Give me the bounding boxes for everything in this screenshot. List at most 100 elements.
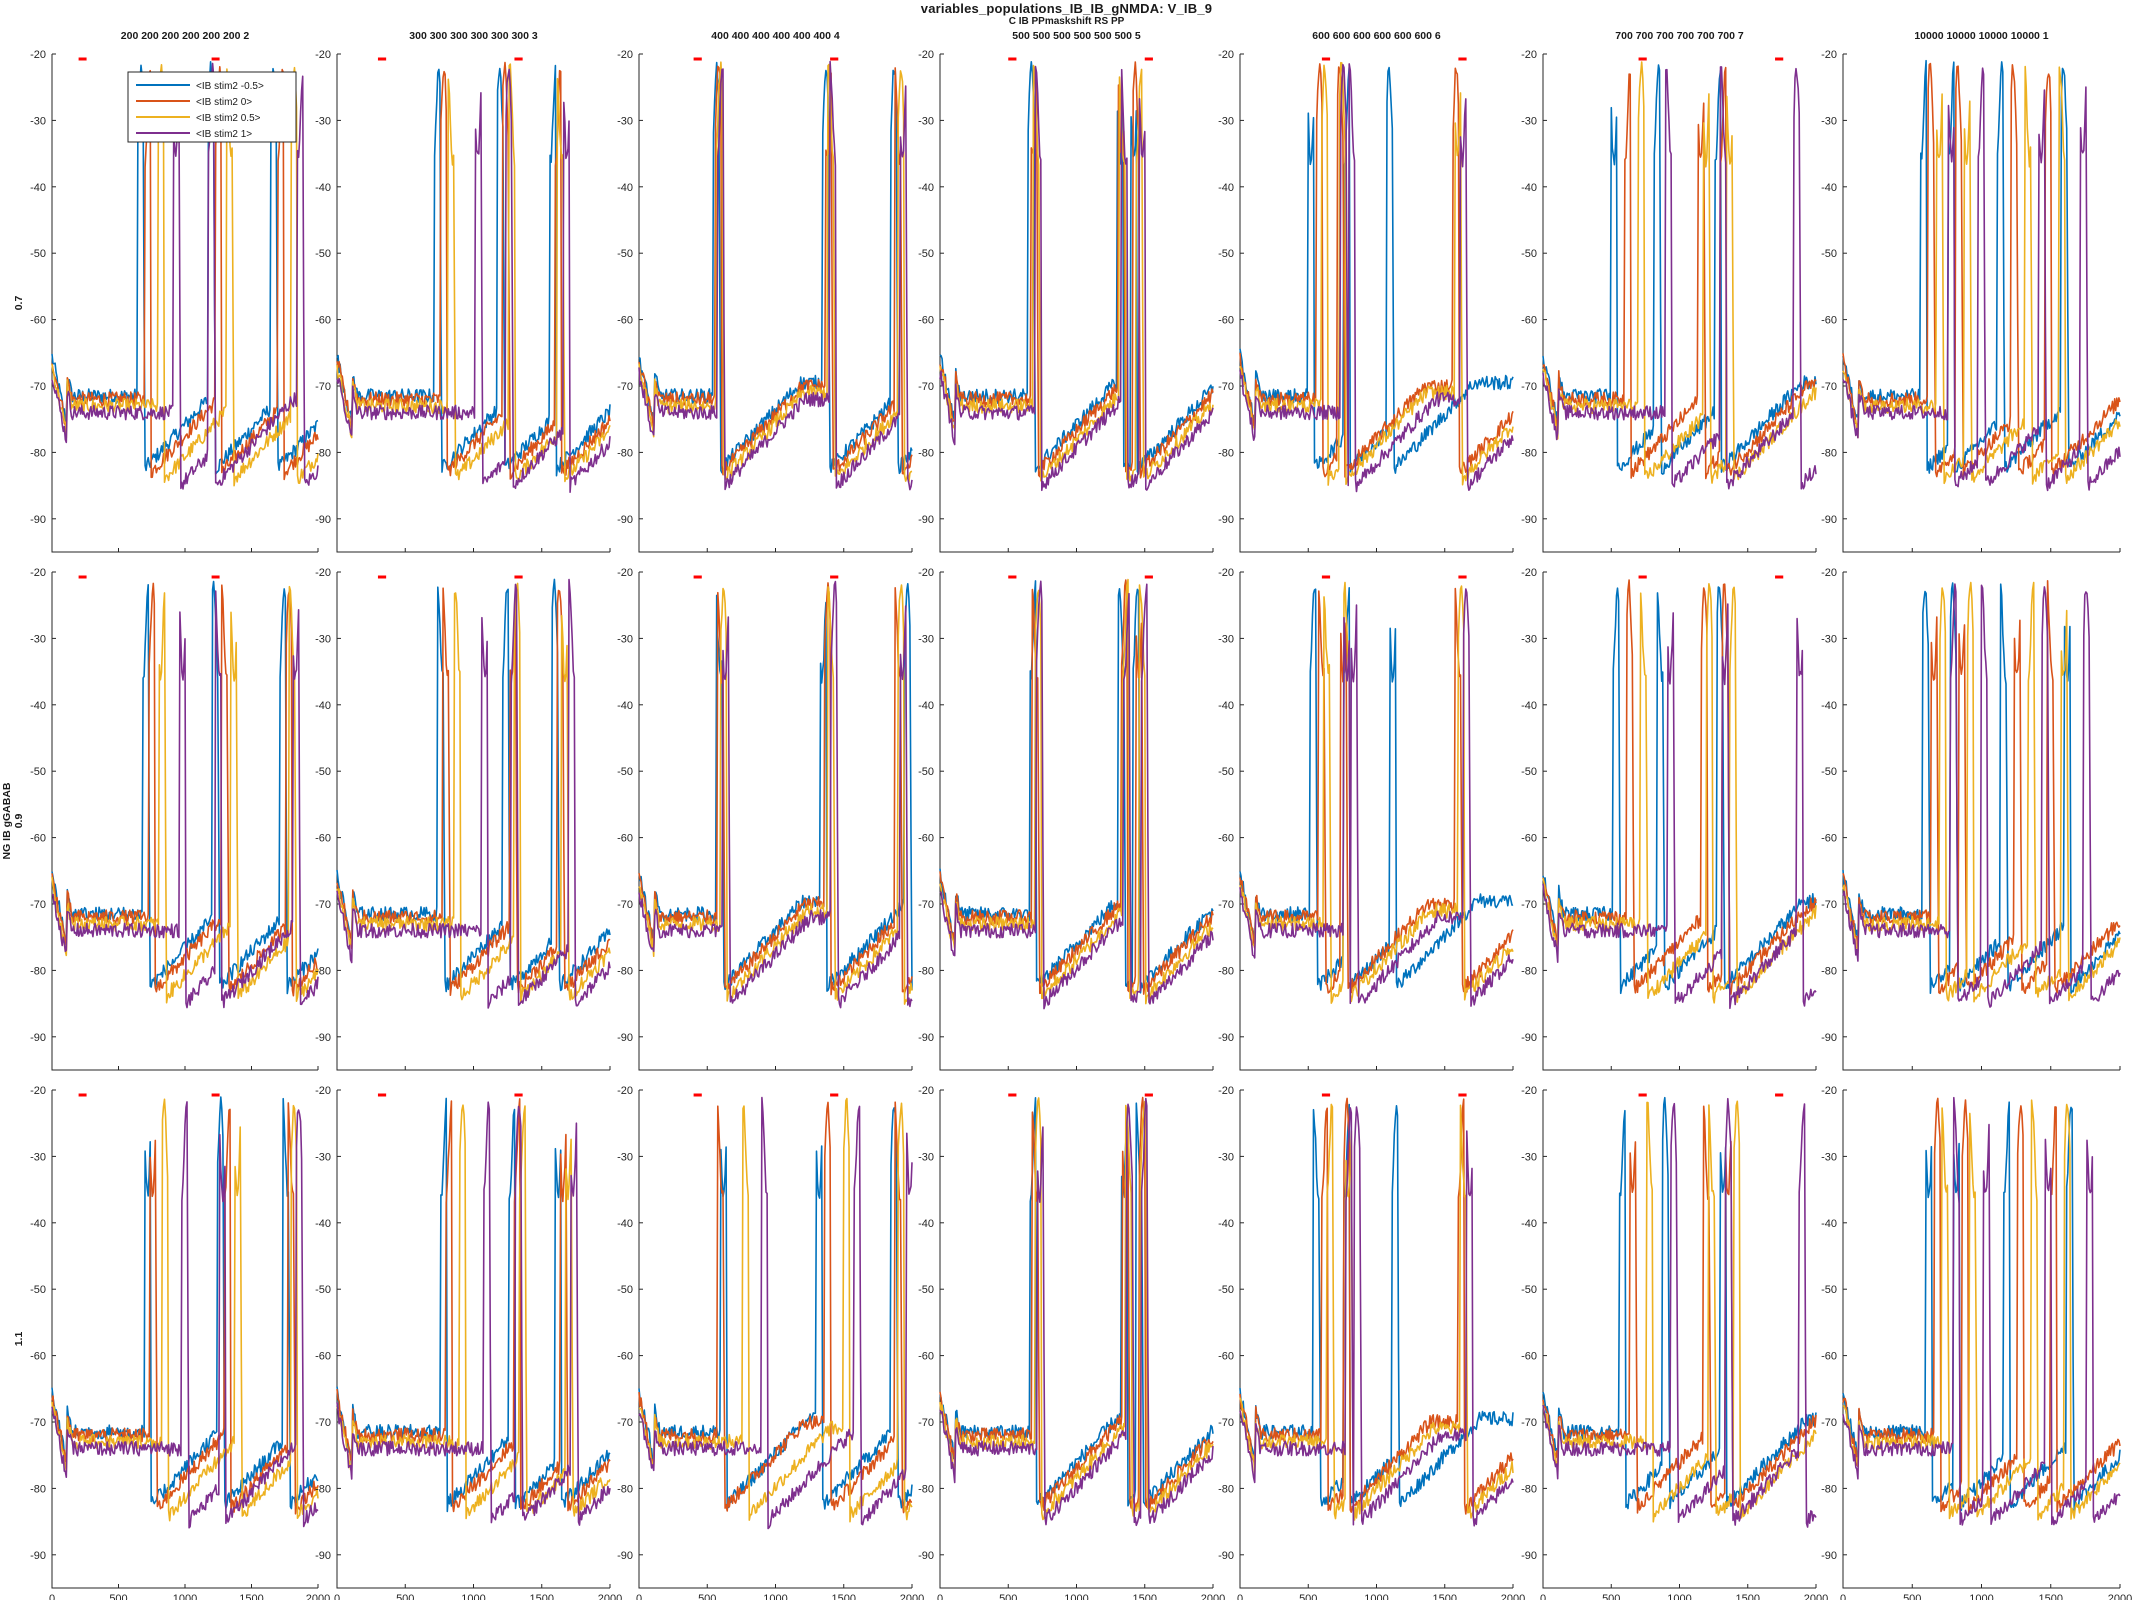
y-tick-label: -40 xyxy=(1821,182,1837,194)
x-tick-label: 1500 xyxy=(2039,1593,2063,1600)
x-tick-label: 1000 xyxy=(1364,1593,1388,1600)
y-tick-label: -90 xyxy=(30,514,46,526)
series-line xyxy=(336,1097,611,1513)
y-tick-label: -50 xyxy=(918,1284,934,1296)
row-label-line1: NG IB gGABAB xyxy=(1,782,13,859)
series-line xyxy=(1542,603,1817,1010)
y-tick-label: -70 xyxy=(617,899,633,911)
panel-r1-c5: -20 -30 -40 -50 -60 -70 -80 -90 600 600 600 600 … xyxy=(1218,30,1514,553)
row-label-line2: 1.1 xyxy=(13,1332,25,1347)
y-tick-label: -20 xyxy=(617,1085,633,1097)
x-tick-label: 1500 xyxy=(239,1593,263,1600)
series-line xyxy=(638,1107,913,1510)
series-line xyxy=(1842,1101,2121,1512)
x-tick-label: 1000 xyxy=(1064,1593,1088,1600)
y-tick-label: -70 xyxy=(617,381,633,393)
y-tick-label: -30 xyxy=(315,115,331,127)
y-tick-label: -50 xyxy=(617,766,633,778)
y-tick-label: -50 xyxy=(315,1284,331,1296)
x-tick-label: 1500 xyxy=(1433,1593,1457,1600)
series-line xyxy=(638,1096,913,1530)
series-line xyxy=(51,1101,319,1529)
y-tick-label: -40 xyxy=(617,700,633,712)
y-tick-label: -20 xyxy=(617,49,633,61)
x-tick-label: 0 xyxy=(1237,1593,1243,1600)
y-tick-label: -20 xyxy=(617,567,633,579)
series-line xyxy=(939,580,1214,1010)
column-label: 300 300 300 300 300 300 3 xyxy=(409,30,538,42)
y-tick-label: -30 xyxy=(617,633,633,645)
y-tick-label: -50 xyxy=(1821,1284,1837,1296)
y-tick-label: -50 xyxy=(30,1284,46,1296)
panel-axes xyxy=(939,54,1213,553)
y-tick-label: -60 xyxy=(315,1351,331,1363)
series-line xyxy=(51,1102,319,1515)
panel-r1-c6: -20 -30 -40 -50 -60 -70 -80 -90 700 700 700 700 … xyxy=(1521,30,1817,553)
panel-r1-c3: -20 -30 -40 -50 -60 -70 -80 -90 400 400 400 400 … xyxy=(617,30,913,553)
y-tick-label: -80 xyxy=(1218,1483,1234,1495)
x-tick-label: 0 xyxy=(937,1593,943,1600)
y-tick-label: -30 xyxy=(1521,1151,1537,1163)
y-tick-label: -90 xyxy=(918,1550,934,1562)
y-tick-label: -30 xyxy=(1521,115,1537,127)
y-tick-label: -30 xyxy=(1821,633,1837,645)
y-tick-label: -30 xyxy=(30,1151,46,1163)
y-tick-label: -40 xyxy=(1821,700,1837,712)
y-tick-label: -90 xyxy=(918,1032,934,1044)
panel-r2-c3: -20 -30 -40 -50 -60 -70 -80 -90 xyxy=(617,567,913,1071)
y-tick-label: -70 xyxy=(1821,1417,1837,1429)
y-tick-label: -40 xyxy=(315,182,331,194)
y-tick-label: -90 xyxy=(617,514,633,526)
y-tick-label: -60 xyxy=(918,1351,934,1363)
y-tick-label: -90 xyxy=(1521,514,1537,526)
y-tick-label: -20 xyxy=(30,49,46,61)
y-tick-label: -20 xyxy=(1521,567,1537,579)
y-tick-label: -90 xyxy=(30,1550,46,1562)
series-line xyxy=(1239,61,1514,486)
series-line xyxy=(336,587,611,996)
y-tick-label: -90 xyxy=(1521,1550,1537,1562)
series-line xyxy=(638,580,913,1009)
y-tick-label: -30 xyxy=(918,633,934,645)
panel-r1-c2: -20 -30 -40 -50 -60 -70 -80 -90 300 300 300 300 … xyxy=(315,30,611,553)
y-tick-label: -30 xyxy=(315,633,331,645)
series-line xyxy=(939,579,1214,995)
y-tick-label: -80 xyxy=(1521,965,1537,977)
y-tick-label: -90 xyxy=(315,1550,331,1562)
y-tick-label: -80 xyxy=(918,965,934,977)
panel-axes xyxy=(1842,1090,2120,1589)
y-tick-label: -40 xyxy=(918,1218,934,1230)
series-line xyxy=(638,60,913,491)
series-line xyxy=(1842,67,2121,492)
y-tick-label: -90 xyxy=(1821,1550,1837,1562)
y-tick-label: -80 xyxy=(617,447,633,459)
column-label: 10000 10000 10000 10000 1 xyxy=(1914,30,2048,42)
series-line xyxy=(638,582,913,996)
x-tick-label: 2000 xyxy=(2108,1593,2132,1600)
panel-r3-c5: -20 -30 -40 -50 -60 -70 -80 -90 0 500 1000 1500 2000 xyxy=(1218,1085,1525,1600)
y-tick-label: -30 xyxy=(315,1151,331,1163)
series-line xyxy=(51,582,319,997)
y-tick-label: -50 xyxy=(918,766,934,778)
y-tick-label: -20 xyxy=(315,567,331,579)
y-tick-label: -90 xyxy=(617,1550,633,1562)
y-tick-label: -80 xyxy=(1821,965,1837,977)
series-line xyxy=(1842,65,2121,485)
y-tick-label: -20 xyxy=(918,567,934,579)
y-tick-label: -60 xyxy=(918,315,934,327)
y-tick-label: -90 xyxy=(315,514,331,526)
series-line xyxy=(1239,587,1514,994)
panel-axes xyxy=(638,54,912,553)
y-tick-label: -50 xyxy=(1821,766,1837,778)
x-tick-label: 1000 xyxy=(1667,1593,1691,1600)
y-tick-label: -20 xyxy=(30,1085,46,1097)
x-tick-label: 500 xyxy=(999,1593,1017,1600)
y-tick-label: -90 xyxy=(1821,1032,1837,1044)
y-tick-label: -80 xyxy=(1521,447,1537,459)
panel-r2-c1: -20 -30 -40 -50 -60 -70 -80 -90 xyxy=(30,567,319,1071)
x-tick-label: 1000 xyxy=(461,1593,485,1600)
y-tick-label: -90 xyxy=(1218,1032,1234,1044)
y-tick-label: -50 xyxy=(315,248,331,260)
x-tick-label: 2000 xyxy=(1501,1593,1525,1600)
y-tick-label: -80 xyxy=(315,965,331,977)
